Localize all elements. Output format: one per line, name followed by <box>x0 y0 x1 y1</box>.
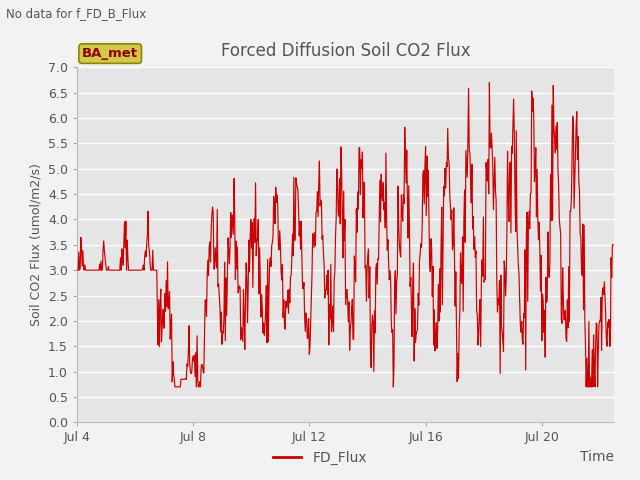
Text: No data for f_FD_B_Flux: No data for f_FD_B_Flux <box>6 7 147 20</box>
Title: Forced Diffusion Soil CO2 Flux: Forced Diffusion Soil CO2 Flux <box>221 42 470 60</box>
Legend: FD_Flux: FD_Flux <box>268 445 372 471</box>
Text: BA_met: BA_met <box>82 47 138 60</box>
X-axis label: Time: Time <box>580 450 614 464</box>
Y-axis label: Soil CO2 Flux (umol/m2/s): Soil CO2 Flux (umol/m2/s) <box>29 163 42 326</box>
